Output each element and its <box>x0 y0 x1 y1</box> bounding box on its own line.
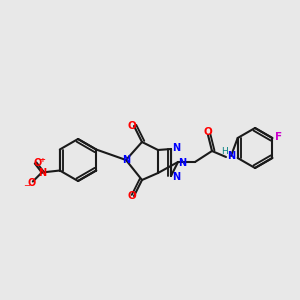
Text: O: O <box>128 191 136 201</box>
Text: N: N <box>172 143 180 153</box>
Text: −: − <box>23 181 30 190</box>
Text: O: O <box>204 127 212 137</box>
Text: H: H <box>220 148 227 157</box>
Text: O: O <box>34 158 42 169</box>
Text: N: N <box>38 167 46 178</box>
Text: N: N <box>227 151 235 161</box>
Text: +: + <box>39 158 45 164</box>
Text: F: F <box>275 132 282 142</box>
Text: N: N <box>122 155 130 165</box>
Text: N: N <box>178 158 186 168</box>
Text: O: O <box>28 178 36 188</box>
Text: N: N <box>172 172 180 182</box>
Text: O: O <box>128 121 136 131</box>
